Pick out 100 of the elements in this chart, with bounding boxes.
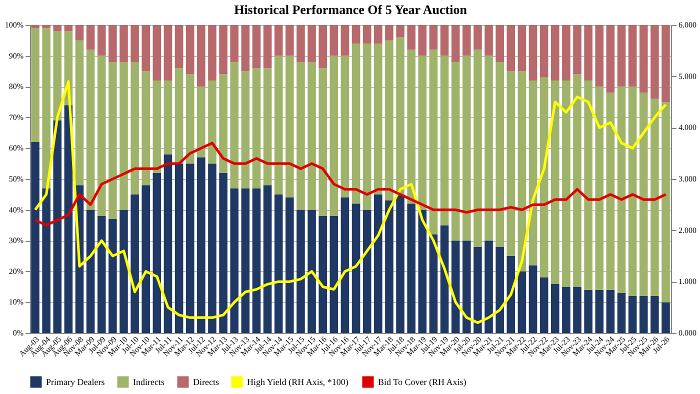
legend-label: Directs (193, 377, 220, 387)
bar (308, 25, 316, 62)
bar (42, 28, 50, 188)
bar (230, 62, 239, 188)
legend-label: Primary Dealers (46, 377, 106, 387)
bar (396, 25, 404, 38)
bar (617, 292, 626, 333)
bar (528, 80, 538, 266)
bar (562, 286, 570, 333)
bar (252, 188, 261, 333)
y-tick-label: 50% (8, 174, 24, 184)
bar (86, 25, 95, 50)
bar (219, 172, 228, 333)
bar (352, 25, 360, 44)
bar (462, 25, 471, 56)
line-series (34, 142, 668, 226)
bar (451, 25, 460, 62)
bar (274, 25, 283, 56)
bar (628, 25, 637, 87)
bar (53, 25, 62, 32)
bar (617, 25, 626, 87)
bar (362, 25, 372, 44)
bar (286, 25, 294, 56)
bar (506, 256, 516, 333)
bar (186, 74, 194, 164)
bar (374, 25, 382, 44)
y-tick-label: 70% (8, 112, 24, 122)
bar (418, 210, 427, 333)
bar (230, 25, 239, 62)
bar (164, 80, 172, 154)
bar (186, 25, 194, 74)
bar (496, 62, 504, 247)
bar (595, 25, 604, 87)
bar (274, 56, 283, 194)
bar (617, 86, 626, 293)
bar (152, 172, 162, 333)
bar (484, 25, 493, 56)
bar (174, 68, 184, 164)
bar (330, 25, 338, 56)
bar (164, 154, 172, 333)
bar (308, 210, 316, 333)
y2-tick-label: 6.000 (678, 20, 696, 30)
bar (241, 188, 250, 333)
y2-tick-label: 5.000 (678, 72, 696, 81)
bar (506, 71, 516, 256)
y-tick-label: 90% (8, 51, 24, 60)
bar (75, 25, 84, 40)
bar (584, 290, 592, 333)
bar (53, 120, 62, 333)
bar (496, 246, 504, 333)
bar (429, 50, 438, 234)
bar (562, 80, 570, 287)
bar (31, 28, 40, 142)
bar (606, 290, 615, 333)
bar (120, 210, 128, 333)
bar (662, 102, 670, 302)
legend-label: Bid To Cover (RH Axis) (378, 377, 466, 387)
bar (374, 43, 382, 194)
bar (518, 25, 526, 72)
bar (53, 31, 62, 120)
bar (606, 25, 615, 93)
bar (528, 265, 538, 333)
bar (385, 40, 394, 201)
bar (429, 25, 438, 50)
bar (352, 204, 360, 333)
bar (274, 194, 283, 333)
bar (142, 71, 150, 186)
bar (474, 246, 482, 333)
bar (197, 86, 206, 158)
bar (120, 62, 128, 210)
line-series (34, 80, 668, 324)
y-tick-label: 20% (8, 266, 24, 276)
bar (407, 25, 416, 50)
bar (440, 25, 449, 56)
y-tick-label: 0% (12, 328, 24, 338)
bar (639, 92, 648, 296)
bar (352, 43, 360, 204)
bar (263, 68, 272, 186)
bar (396, 194, 404, 333)
bar (230, 188, 239, 333)
bar (440, 225, 449, 333)
bar (396, 37, 404, 194)
bar (330, 56, 338, 216)
bar (130, 25, 139, 62)
bar (152, 25, 162, 80)
bar (407, 50, 416, 204)
bar (152, 80, 162, 173)
bar (75, 40, 84, 186)
bar (362, 43, 372, 210)
bar (484, 56, 493, 241)
y-tick-label: 60% (8, 144, 24, 153)
bar (474, 50, 482, 247)
y-tick-label: 80% (8, 82, 24, 92)
bar (197, 25, 206, 87)
bar (31, 142, 40, 333)
bar (407, 204, 416, 333)
bar (628, 86, 637, 296)
bar (296, 25, 305, 62)
bar (550, 25, 560, 80)
bar (451, 240, 460, 333)
